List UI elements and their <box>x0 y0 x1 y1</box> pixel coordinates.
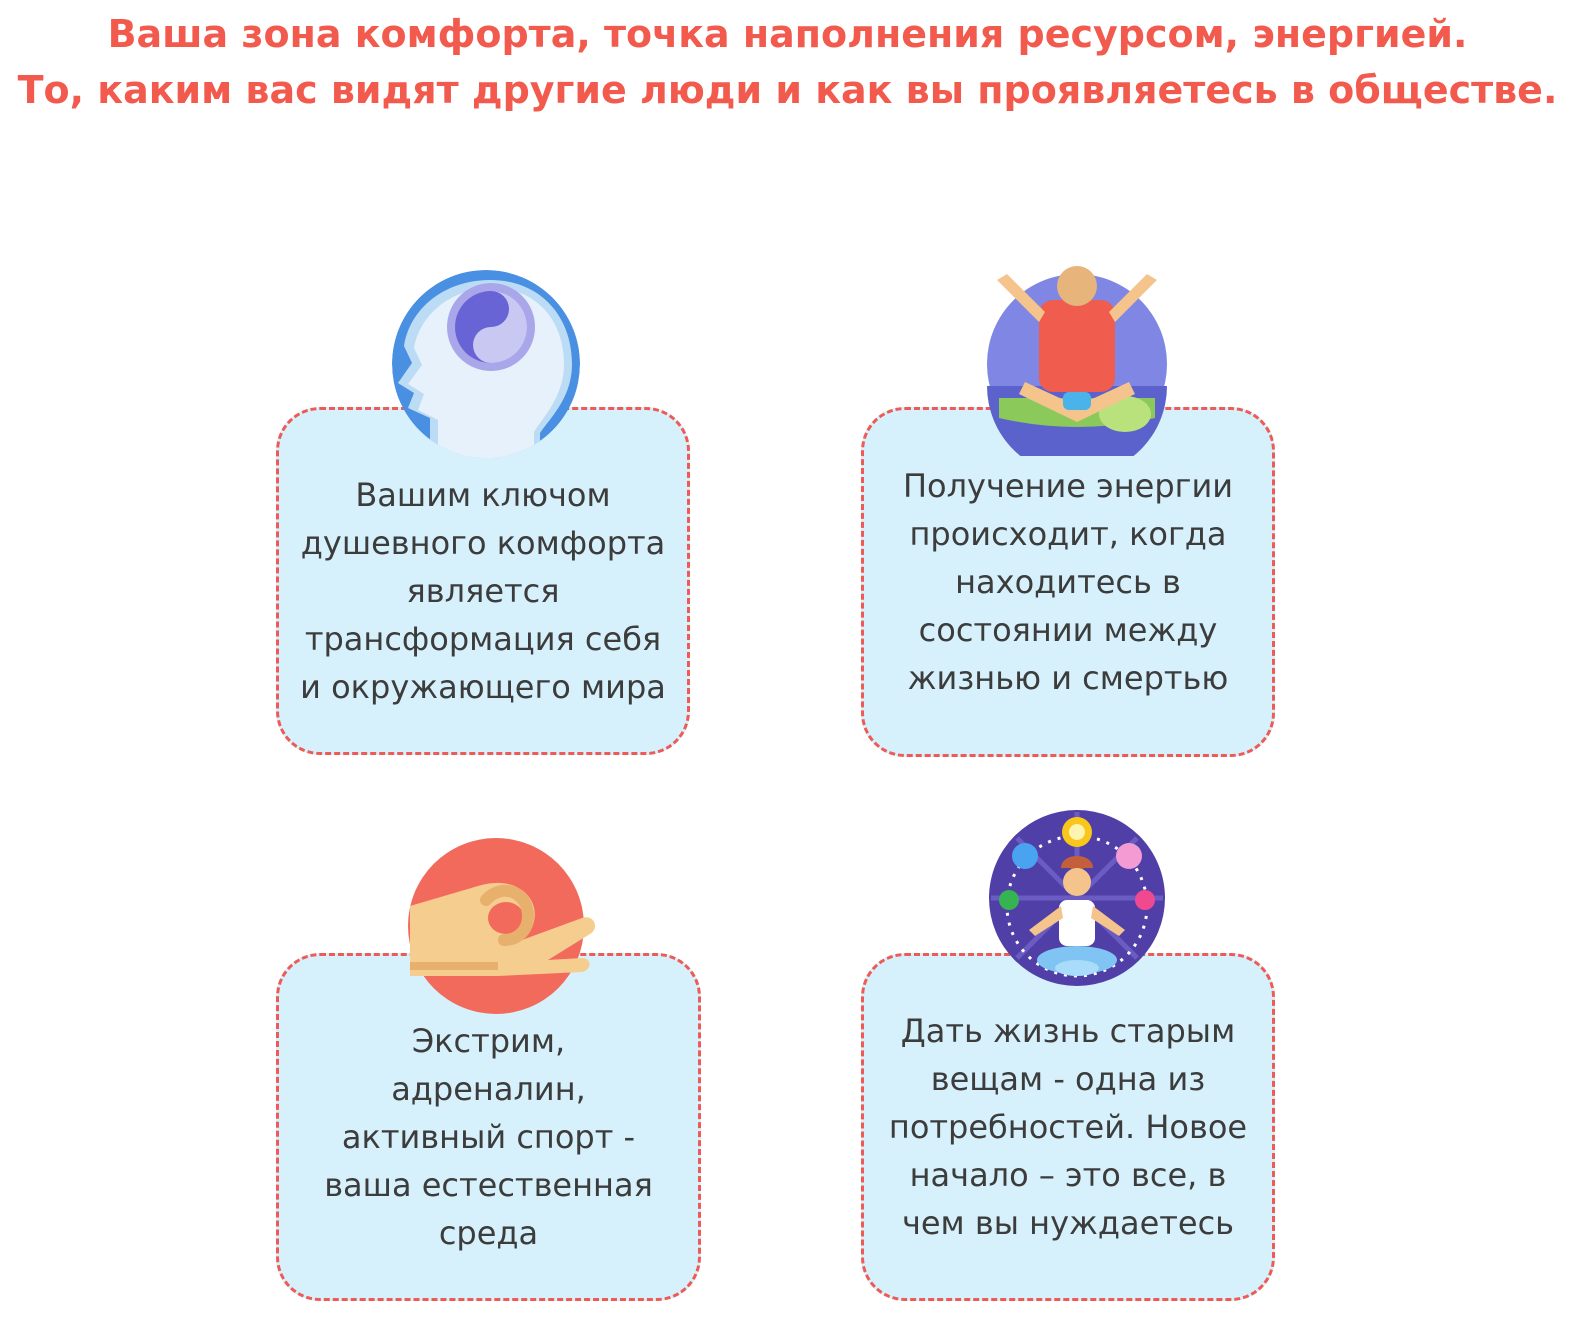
card-text-line: чем вы нуждаетесь <box>901 1204 1235 1242</box>
card-text-line: вещам - одна из <box>930 1060 1206 1098</box>
card-text-line: трансформация себя <box>304 620 662 658</box>
card-text-line: активный спорт - <box>341 1118 636 1156</box>
card-text-line: состоянии между <box>918 611 1218 649</box>
card-text-line: душевного комфорта <box>300 524 666 562</box>
card-text-line: находитесь в <box>955 563 1181 601</box>
card-text-line: начало – это все, в <box>909 1156 1227 1194</box>
card-text-line: ваша естественная <box>324 1166 653 1204</box>
card-text-line: потребностей. Новое <box>888 1108 1248 1146</box>
card-text-line: Экстрим, <box>411 1022 566 1060</box>
card-text: Получение энергии происходит, когда нахо… <box>903 462 1233 702</box>
comfort-card: Вашим ключом душевного комфорта является… <box>276 407 690 755</box>
energy-card: Получение энергии происходит, когда нахо… <box>861 407 1275 757</box>
meditation-chakras-icon <box>987 808 1167 988</box>
card-text-line: среда <box>438 1214 539 1252</box>
card-text: Вашим ключом душевного комфорта является… <box>300 471 666 711</box>
page-title: Ваша зона комфорта, точка наполнения рес… <box>0 6 1575 118</box>
card-text-line: адреналин, <box>391 1070 586 1108</box>
card-text: Экстрим, адреналин, активный спорт - ваш… <box>324 1017 653 1257</box>
card-text-line: является <box>406 572 560 610</box>
card-text: Дать жизнь старым вещам - одна из потреб… <box>889 1007 1247 1247</box>
energy-person-icon <box>985 266 1171 456</box>
title-line-2: То, каким вас видят другие люди и как вы… <box>17 68 1558 112</box>
card-text-line: Дать жизнь старым <box>900 1012 1236 1050</box>
renewal-card: Дать жизнь старым вещам - одна из потреб… <box>861 953 1275 1301</box>
card-text-line: жизнью и смертью <box>907 659 1229 697</box>
card-text-line: Вашим ключом <box>355 476 611 514</box>
hand-mudra-icon <box>408 836 598 1016</box>
card-text-line: и окружающего мира <box>300 668 666 706</box>
card-text-line: Получение энергии <box>902 467 1234 505</box>
yin-yang-head-icon <box>390 268 582 460</box>
title-line-1: Ваша зона комфорта, точка наполнения рес… <box>107 12 1468 56</box>
card-text-line: происходит, когда <box>909 515 1227 553</box>
